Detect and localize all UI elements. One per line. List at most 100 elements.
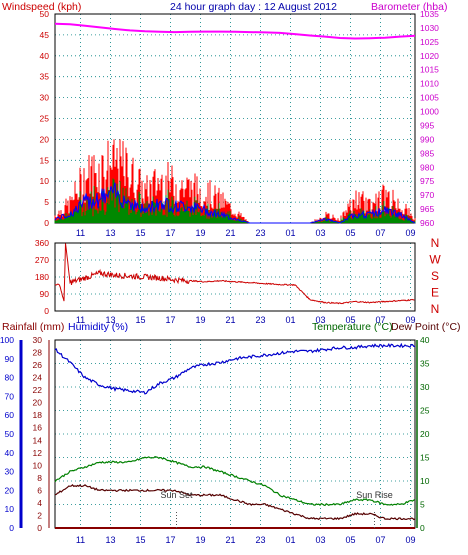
barometer-y-tick: 1035 [420,9,439,19]
humidity-y-tick: 50 [5,429,15,439]
temp-x-tick: 03 [315,535,325,545]
wind-y-tick: 50 [40,9,50,19]
temp-x-tick: 01 [285,535,295,545]
humidity-y-tick: 30 [5,467,15,477]
wind-y-tick: 0 [44,218,49,228]
rain-y-tick: 12 [33,448,43,458]
humidity-y-tick: 70 [5,391,15,401]
temp-x-tick: 11 [76,535,85,545]
rain-y-tick: 22 [33,385,43,395]
temp-x-tick: 23 [255,535,265,545]
humidity-label: Humidity (%) [68,321,128,333]
direction-x-tick: 17 [165,315,175,325]
direction-x-tick: 01 [285,315,295,325]
wind-x-tick: 15 [135,228,145,238]
wind-x-tick: 21 [225,228,235,238]
rain-y-tick: 20 [33,398,43,408]
direction-y-tick: 0 [44,306,49,316]
wind-y-tick: 20 [40,134,50,144]
wind-x-tick: 17 [165,228,175,238]
windspeed-label: Windspeed (kph) [2,1,81,13]
wind-x-tick: 05 [345,228,355,238]
rain-y-tick: 10 [33,460,43,470]
barometer-y-tick: 970 [420,190,434,200]
temp-x-tick: 07 [375,535,385,545]
barometer-line [54,22,416,40]
wind-y-tick: 15 [40,155,50,165]
temperature-label: Temperature (°C) [312,321,393,333]
barometer-y-tick: 1005 [420,93,439,103]
compass-label: S [431,269,439,283]
barometer-y-tick: 980 [420,162,434,172]
barometer-y-tick: 1020 [420,51,439,61]
humidity-y-tick: 10 [5,504,15,514]
wind-x-tick: 23 [255,228,265,238]
barometer-y-tick: 965 [420,204,434,214]
direction-y-tick: 90 [40,289,50,299]
rain-y-tick: 4 [37,498,42,508]
wind-x-tick: 01 [285,228,295,238]
humidity-y-tick: 80 [5,373,15,383]
compass-label: N [431,236,440,250]
barometer-y-tick: 985 [420,148,434,158]
direction-panel-frame [54,242,416,312]
rain-y-tick: 8 [37,473,42,483]
temp-y-tick: 20 [420,429,430,439]
rain-y-tick: 2 [37,510,42,520]
direction-x-tick: 23 [255,315,265,325]
direction-y-tick: 360 [35,238,49,248]
direction-x-tick: 09 [405,315,415,325]
rain-y-tick: 6 [37,485,42,495]
wind-y-tick: 40 [40,51,50,61]
dewpoint-line [54,484,416,521]
temp-y-tick: 5 [420,500,425,510]
wind-x-tick: 11 [76,228,85,238]
humidity-y-tick: 90 [5,354,15,364]
rain-y-tick: 0 [37,523,42,533]
temp-y-tick: 35 [420,359,430,369]
rain-y-tick: 14 [33,435,43,445]
compass-label: E [431,286,439,300]
annotation-label: Sun Rise [356,490,393,500]
humidity-line [54,342,416,395]
chart-title: 24 hour graph day : 12 August 2012 [170,1,337,13]
direction-x-tick: 05 [345,315,355,325]
temp-x-tick: 19 [195,535,205,545]
wind-x-tick: 09 [405,228,415,238]
direction-x-tick: 11 [76,315,85,325]
barometer-y-tick: 1000 [420,107,439,117]
humidity-y-tick: 20 [5,485,15,495]
rain-y-tick: 16 [33,423,43,433]
wind-x-tick: 13 [105,228,115,238]
direction-y-tick: 270 [35,255,49,265]
temp-y-tick: 15 [420,453,430,463]
wind-y-tick: 35 [40,72,50,82]
barometer-label: Barometer (hba) [371,1,447,13]
temp-y-tick: 10 [420,476,430,486]
temp-y-tick: 40 [420,335,430,345]
rain-y-tick: 18 [33,410,43,420]
barometer-y-tick: 990 [420,134,434,144]
direction-x-tick: 21 [225,315,235,325]
temp-x-tick: 13 [105,535,115,545]
barometer-y-tick: 960 [420,218,434,228]
temp-x-tick: 05 [345,535,355,545]
direction-x-tick: 03 [315,315,325,325]
temp-x-tick: 15 [135,535,145,545]
wind-y-tick: 5 [44,197,49,207]
direction-x-tick: 15 [135,315,145,325]
wind-x-tick: 07 [375,228,385,238]
annotation-label: Sun Set [160,490,193,500]
wind-x-tick: 03 [315,228,325,238]
wind-y-tick: 30 [40,93,50,103]
wind-y-tick: 25 [40,114,50,124]
temp-y-tick: 30 [420,382,430,392]
humidity-y-tick: 60 [5,410,15,420]
rainfall-label: Rainfall (mm) [2,321,64,333]
wind-y-tick: 45 [40,30,50,40]
rain-y-tick: 28 [33,348,43,358]
temperature-line [54,456,416,507]
rain-y-tick: 30 [33,335,43,345]
rain-y-tick: 24 [33,373,43,383]
